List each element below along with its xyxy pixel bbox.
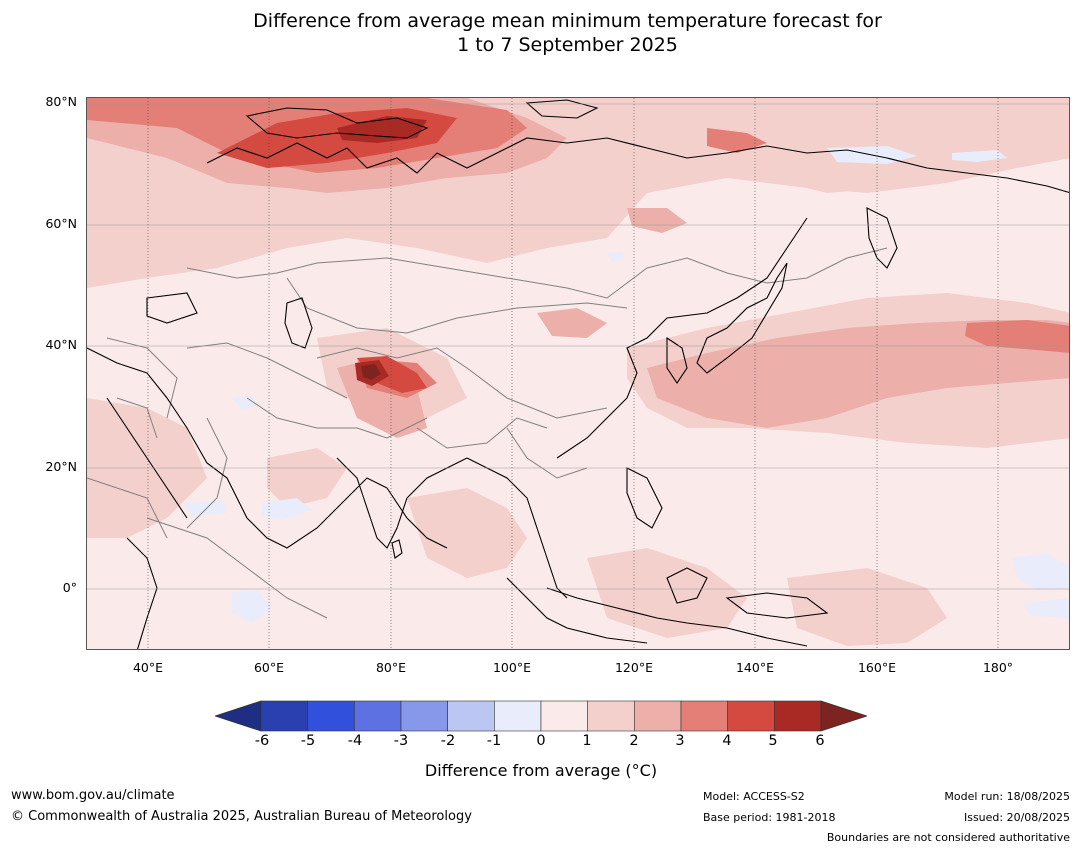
- footer-model: Model: ACCESS-S2: [703, 790, 805, 803]
- footer-issued: Issued: 20/08/2025: [963, 811, 1070, 824]
- lat-label-20n: 20°N: [45, 459, 77, 474]
- map-canvas: [87, 98, 1069, 649]
- colorbar-segment: [260, 700, 308, 732]
- title-line-2: 1 to 7 September 2025: [457, 34, 678, 56]
- colorbar-segment: [540, 700, 588, 732]
- colorbar-over-arrow: [820, 700, 867, 732]
- colorbar-segment: [447, 700, 495, 732]
- footer-website[interactable]: www.bom.gov.au/climate: [11, 788, 175, 803]
- lon-label-100e: 100°E: [492, 660, 531, 675]
- colorbar-segment: [587, 700, 635, 732]
- lon-label-120e: 120°E: [614, 660, 653, 675]
- lon-label-160e: 160°E: [857, 660, 896, 675]
- footer-base-period: Base period: 1981-2018: [703, 811, 836, 824]
- colorbar-tick: 1: [582, 733, 592, 749]
- colorbar-segment: [307, 700, 355, 732]
- country-borders: [87, 247, 888, 619]
- anomaly-band-gt6: [361, 364, 381, 380]
- colorbar-segment: [774, 700, 822, 732]
- colorbar-tick: -2: [440, 733, 456, 749]
- colorbar-under-arrow: [215, 700, 262, 732]
- colorbar: [215, 700, 867, 732]
- lat-label-0: 0°: [62, 580, 77, 595]
- footer-disclaimer: Boundaries are not considered authoritat…: [826, 831, 1070, 844]
- colorbar-segment: [680, 700, 728, 732]
- lat-label-80n: 80°N: [45, 94, 77, 109]
- colorbar-label: Difference from average (°C): [424, 761, 658, 780]
- colorbar-segment: [354, 700, 402, 732]
- colorbar-tick: -4: [347, 733, 363, 749]
- colorbar-segment: [634, 700, 682, 732]
- colorbar-tick: 0: [536, 733, 546, 749]
- footer-model-run: Model run: 18/08/2025: [944, 790, 1070, 803]
- lon-label-140e: 140°E: [735, 660, 774, 675]
- lon-label-80e: 80°E: [375, 660, 407, 675]
- colorbar-tick: 4: [722, 733, 732, 749]
- colorbar-tick: 3: [675, 733, 685, 749]
- map-title: Difference from average mean minimum tem…: [0, 9, 1081, 57]
- footer-copyright: © Commonwealth of Australia 2025, Austra…: [11, 809, 472, 824]
- graticule-meridians: [147, 98, 999, 649]
- title-line-1: Difference from average mean minimum tem…: [253, 10, 882, 32]
- lat-label-60n: 60°N: [45, 216, 77, 231]
- colorbar-tick: -1: [486, 733, 502, 749]
- colorbar-tick: 6: [815, 733, 825, 749]
- graticule-parallels: [87, 103, 1069, 590]
- colorbar-tick: -3: [393, 733, 409, 749]
- colorbar-segment: [494, 700, 542, 732]
- forecast-map: [86, 97, 1070, 650]
- lat-label-40n: 40°N: [45, 337, 77, 352]
- colorbar-tick: -5: [300, 733, 316, 749]
- lon-label-60e: 60°E: [253, 660, 285, 675]
- lon-label-40e: 40°E: [132, 660, 164, 675]
- colorbar-tick: 2: [629, 733, 639, 749]
- colorbar-tick: 5: [768, 733, 778, 749]
- colorbar-segment: [727, 700, 775, 732]
- coastlines: [87, 99, 1069, 649]
- colorbar-segment: [400, 700, 448, 732]
- colorbar-tick: -6: [254, 733, 270, 749]
- lon-label-180: 180°: [982, 660, 1014, 675]
